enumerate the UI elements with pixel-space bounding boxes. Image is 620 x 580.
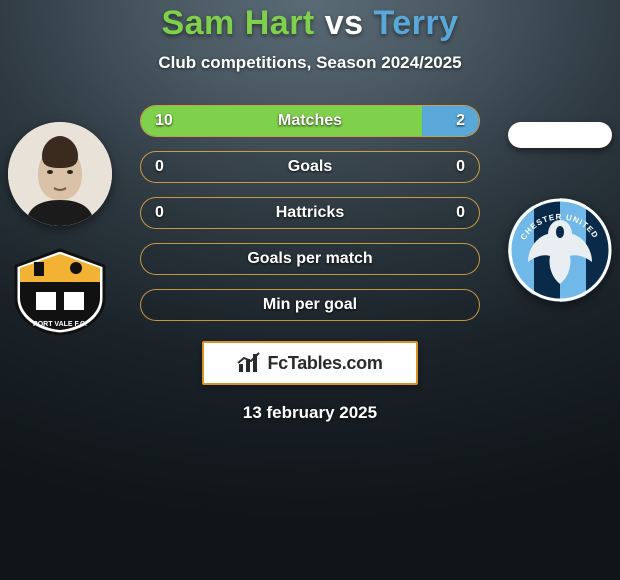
stat-label: Hattricks	[276, 204, 344, 222]
comparison-card: Sam Hart vs Terry Club competitions, Sea…	[0, 0, 620, 580]
brand-badge[interactable]: FcTables.com	[202, 341, 418, 385]
stat-label: Goals per match	[247, 250, 372, 268]
svg-text:PORT VALE F.C.: PORT VALE F.C.	[33, 321, 87, 328]
stat-value-player1: 0	[155, 152, 164, 182]
stats-list: 10 2 Matches 0 0 Goals 0 0 Hattricks Goals per ma…	[140, 105, 480, 321]
stat-label: Goals	[288, 158, 332, 176]
snapshot-date: 13 february 2025	[243, 403, 377, 423]
player2-club-crest: COLCHESTER UNITED F.C.	[508, 198, 612, 302]
stat-row: Goals per match	[140, 243, 480, 275]
stat-row: Min per goal	[140, 289, 480, 321]
stat-label: Min per goal	[263, 296, 357, 314]
stat-label: Matches	[278, 112, 342, 130]
stat-value-player1: 10	[155, 106, 173, 136]
vs-separator: vs	[325, 4, 364, 42]
port-vale-crest-icon: PORT VALE F.C.	[10, 248, 110, 336]
season-subtitle: Club competitions, Season 2024/2025	[158, 53, 461, 73]
brand-text: FcTables.com	[267, 353, 382, 374]
stat-value-player1: 0	[155, 198, 164, 228]
player1-name: Sam Hart	[161, 4, 314, 42]
stat-value-player2: 2	[456, 106, 465, 136]
chart-icon	[237, 352, 261, 374]
player1-column: PORT VALE F.C.	[8, 122, 112, 336]
player1-portrait-icon	[8, 122, 112, 226]
player2-column: COLCHESTER UNITED F.C.	[508, 122, 612, 302]
player2-name: Terry	[373, 4, 458, 42]
page-title: Sam Hart vs Terry	[161, 4, 458, 43]
stat-value-player2: 0	[456, 152, 465, 182]
player2-avatar-placeholder	[508, 122, 612, 148]
player1-club-crest: PORT VALE F.C.	[10, 248, 110, 336]
stat-row: 10 2 Matches	[140, 105, 480, 137]
player1-avatar	[8, 122, 112, 226]
stat-row: 0 0 Hattricks	[140, 197, 480, 229]
stat-fill-player2	[422, 106, 479, 136]
stat-row: 0 0 Goals	[140, 151, 480, 183]
colchester-crest-icon: COLCHESTER UNITED F.C.	[508, 198, 612, 302]
stat-value-player2: 0	[456, 198, 465, 228]
